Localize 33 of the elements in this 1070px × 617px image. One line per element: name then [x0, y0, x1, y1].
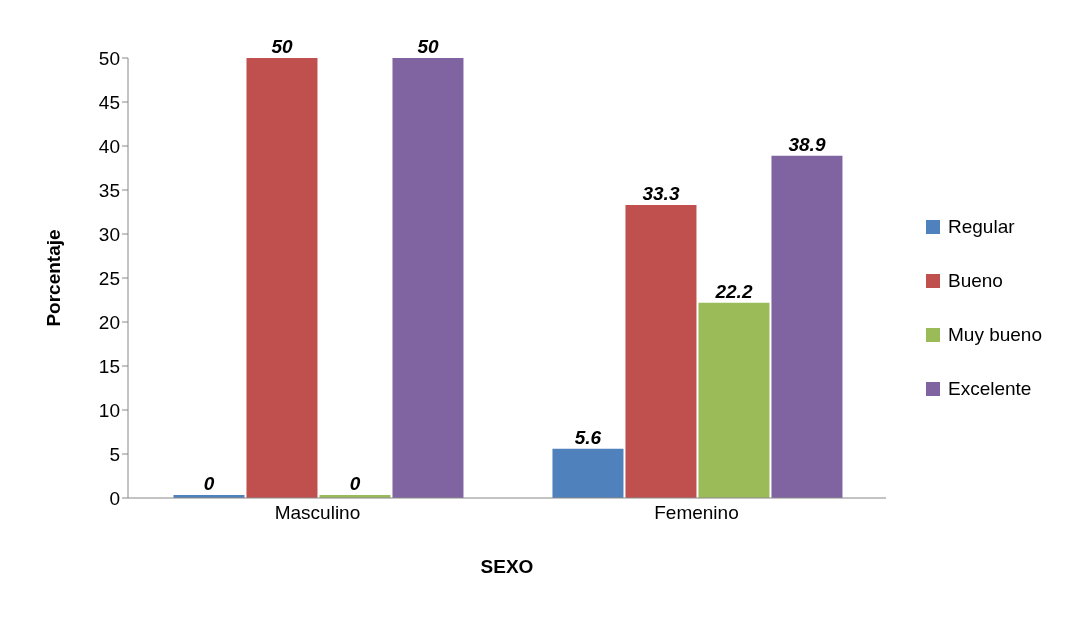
- bar: [246, 58, 318, 498]
- data-label: 33.3: [642, 182, 680, 204]
- bar: [698, 302, 770, 498]
- y-tick-label: 15: [98, 355, 120, 377]
- bar: [625, 204, 697, 498]
- y-tick-label: 50: [98, 47, 120, 69]
- y-tick-label: 20: [98, 311, 120, 333]
- x-tick-label: Masculino: [274, 502, 361, 524]
- legend-label: Muy bueno: [947, 323, 1042, 347]
- y-tick-label: 5: [109, 443, 120, 465]
- y-axis-title: Porcentaje: [42, 229, 64, 327]
- y-tick-label: 25: [98, 267, 120, 289]
- x-axis-title: SEXO: [480, 556, 534, 577]
- y-tick-label: 40: [98, 135, 120, 157]
- legend-label: Excelente: [947, 377, 1032, 401]
- data-label: 22.2: [714, 280, 753, 302]
- data-label: 38.9: [788, 133, 826, 155]
- data-label: 50: [271, 36, 293, 57]
- legend-label: Bueno: [947, 269, 1003, 293]
- bar: [771, 155, 843, 498]
- data-label: 5.6: [574, 426, 602, 448]
- y-tick-label: 10: [98, 399, 120, 421]
- y-tick-label: 0: [109, 487, 120, 509]
- bar: [392, 58, 464, 498]
- y-tick-label: 30: [98, 223, 120, 245]
- y-tick-label: 35: [98, 179, 120, 201]
- y-tick-label: 45: [98, 91, 120, 113]
- bar: [552, 448, 624, 498]
- data-label: 0: [349, 473, 361, 494]
- legend-label: Regular: [947, 215, 1015, 239]
- data-label: 0: [203, 473, 215, 494]
- data-label: 50: [417, 36, 439, 57]
- x-tick-label: Femenino: [654, 502, 739, 524]
